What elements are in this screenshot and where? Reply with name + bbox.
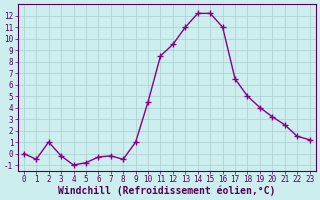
X-axis label: Windchill (Refroidissement éolien,°C): Windchill (Refroidissement éolien,°C) [58, 185, 276, 196]
